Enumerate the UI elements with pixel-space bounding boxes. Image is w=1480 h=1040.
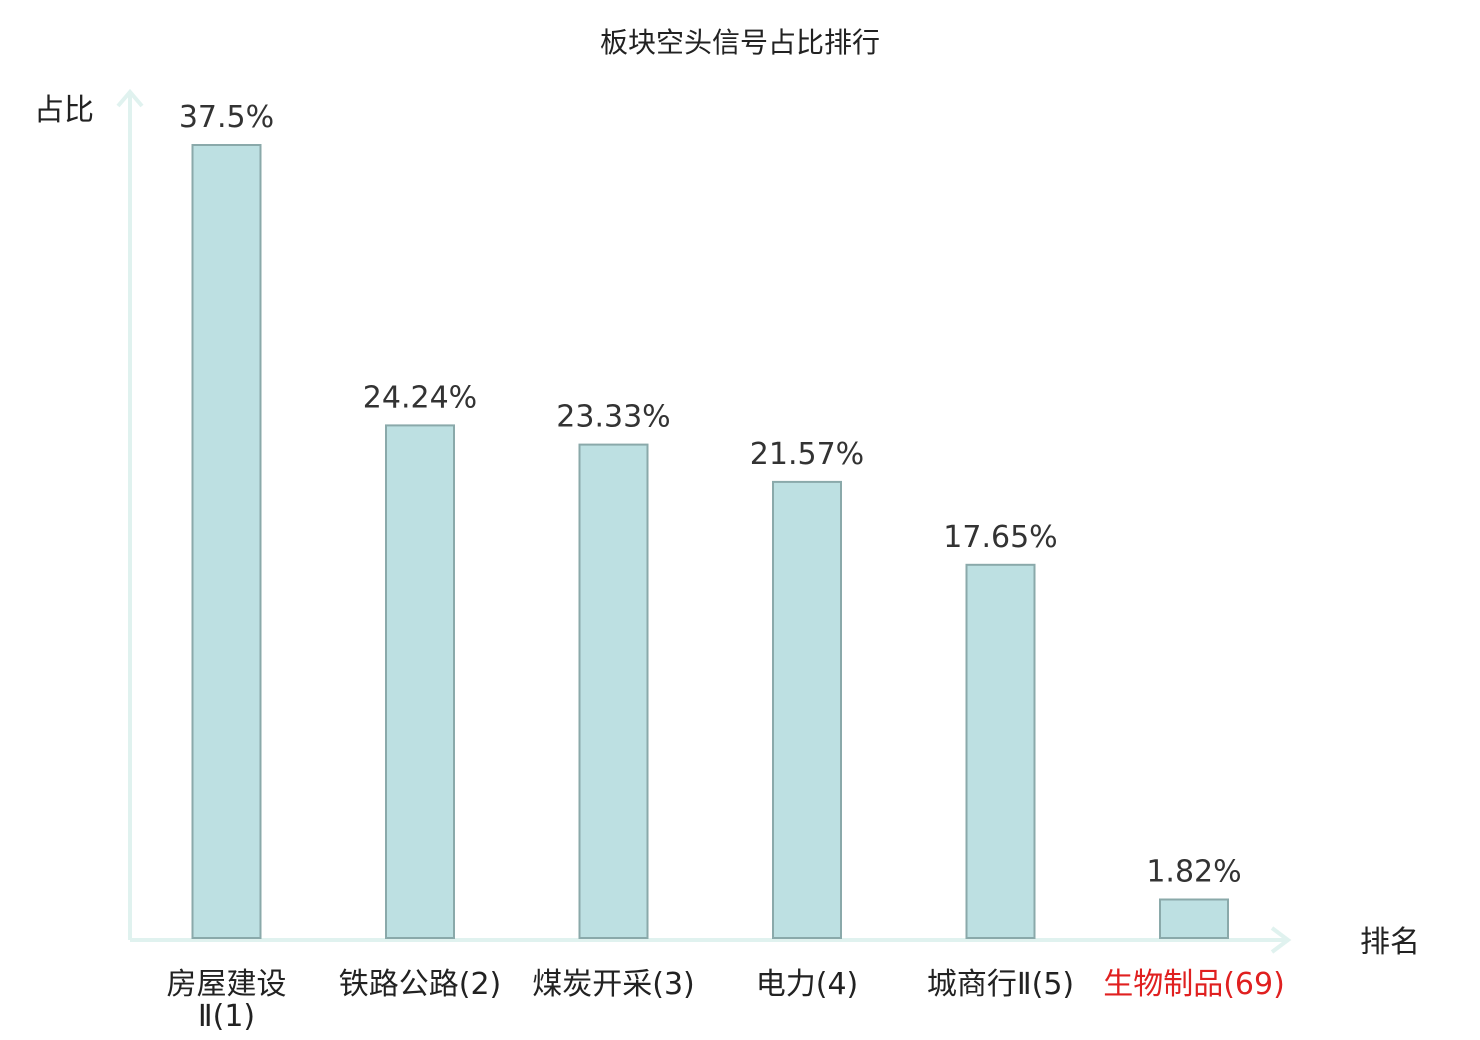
- value-label-6: 1.82%: [1146, 855, 1241, 890]
- bar-4: [772, 480, 842, 939]
- bar-2: [385, 424, 455, 939]
- bar-5: [965, 563, 1036, 939]
- value-label-3: 23.33%: [556, 400, 670, 435]
- bars-group: [191, 144, 1229, 939]
- value-label-1: 37.5%: [179, 100, 274, 135]
- bar-6: [1159, 898, 1229, 939]
- x-axis-arrow: [1270, 926, 1292, 954]
- value-labels-group: 37.5% 24.24% 23.33% 21.57% 17.65% 1.82%: [179, 100, 1242, 890]
- bar-1: [191, 144, 262, 939]
- category-label-1-line-1: 房屋建设: [167, 967, 287, 1002]
- value-label-4: 21.57%: [750, 437, 864, 472]
- bar-3: [578, 443, 649, 939]
- category-label-4: 电力(4): [756, 967, 859, 1002]
- value-label-5: 17.65%: [943, 520, 1057, 555]
- category-label-5: 城商行Ⅱ(5): [927, 967, 1074, 1002]
- chart-title: 板块空头信号占比排行: [600, 26, 880, 59]
- category-label-3: 煤炭开采(3): [532, 967, 695, 1002]
- category-label-2: 铁路公路(2): [339, 967, 502, 1002]
- value-label-2: 24.24%: [363, 380, 477, 415]
- y-axis-arrow: [116, 88, 144, 108]
- category-label-6: 生物制品(69): [1103, 967, 1285, 1002]
- x-axis-label: 排名: [1360, 925, 1420, 960]
- y-axis-label: 占比: [34, 93, 94, 128]
- category-label-1-line-2: Ⅱ(1): [198, 999, 255, 1034]
